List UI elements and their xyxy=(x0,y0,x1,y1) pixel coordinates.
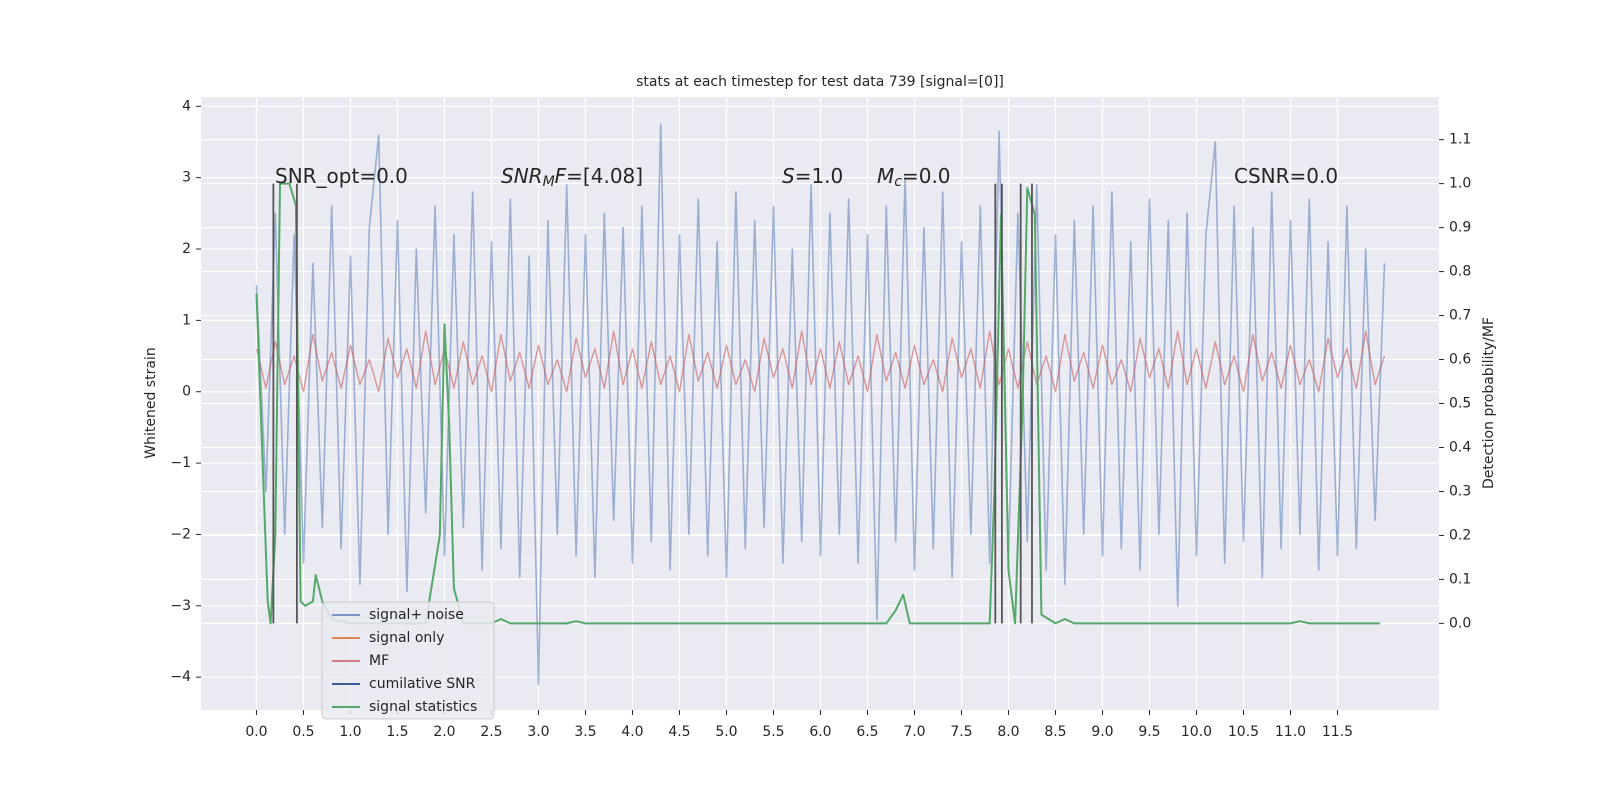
y2-tick-label: 0.5 xyxy=(1449,396,1471,412)
annotation-part: c xyxy=(894,174,902,190)
x-tick-label: 3.5 xyxy=(574,724,596,740)
series-line xyxy=(255,182,1380,625)
x-tick-label: 9.0 xyxy=(1091,724,1113,740)
annotation-part: SNR_opt=0.0 xyxy=(275,164,408,188)
annotation-part: M xyxy=(877,164,894,188)
annotation-part: =[4.08] xyxy=(566,164,643,188)
x-tick-label: 2.0 xyxy=(433,724,455,740)
y2-tick-label: 0.7 xyxy=(1449,308,1471,324)
y2-tick-label: 0.8 xyxy=(1449,264,1471,280)
x-tick-label: 1.5 xyxy=(386,724,408,740)
x-tick-label: 1.0 xyxy=(339,724,361,740)
chart-title: stats at each timestep for test data 739… xyxy=(636,74,1004,90)
x-tick-label: 11.0 xyxy=(1275,724,1306,740)
legend-label: MF xyxy=(369,653,389,669)
annotation-part: =0.0 xyxy=(902,164,951,188)
x-tick-label: 4.5 xyxy=(668,724,690,740)
y-tick-label: −3 xyxy=(170,598,191,614)
x-tick-label: 5.0 xyxy=(715,724,737,740)
y2-axis-label: Detection probability/MF xyxy=(1481,317,1497,489)
annotation: Mc=0.0 xyxy=(877,164,951,191)
y2-tick-label: 1.1 xyxy=(1449,132,1471,148)
y2-tick-label: 0.2 xyxy=(1449,527,1471,543)
y-tick-label: −4 xyxy=(170,669,191,685)
x-tick-label: 10.5 xyxy=(1228,724,1259,740)
series-line xyxy=(255,123,1386,686)
x-tick-label: 0.0 xyxy=(245,724,267,740)
legend-label: signal statistics xyxy=(369,699,477,715)
x-tick-label: 8.0 xyxy=(997,724,1019,740)
x-tick-label: 11.5 xyxy=(1322,724,1353,740)
legend-label: signal+ noise xyxy=(369,607,464,623)
x-tick-label: 4.0 xyxy=(621,724,643,740)
legend-label: signal only xyxy=(369,630,444,646)
x-tick-label: 0.5 xyxy=(292,724,314,740)
y2-tick-label: 0.4 xyxy=(1449,439,1471,455)
annotation-part: =1.0 xyxy=(795,164,844,188)
y-tick-label: 2 xyxy=(182,241,191,257)
y-tick-label: −2 xyxy=(170,526,191,542)
y2-tick-label: 0.3 xyxy=(1449,483,1471,499)
annotation: CSNR=0.0 xyxy=(1234,164,1338,188)
y2-tick-label: 1.0 xyxy=(1449,176,1471,192)
y2-tick-label: 0.0 xyxy=(1449,615,1471,631)
y2-tick-label: 0.1 xyxy=(1449,571,1471,587)
y-tick-label: 3 xyxy=(182,170,191,186)
x-tick-label: 6.5 xyxy=(856,724,878,740)
legend-box xyxy=(321,601,495,720)
x-tick-label: 9.5 xyxy=(1138,724,1160,740)
y-tick-label: 1 xyxy=(182,312,191,328)
x-tick-label: 5.5 xyxy=(762,724,784,740)
annotation-part: CSNR=0.0 xyxy=(1234,164,1338,188)
y2-tick-label: 0.6 xyxy=(1449,352,1471,368)
x-tick-label: 6.0 xyxy=(809,724,831,740)
y-tick-label: 0 xyxy=(182,384,191,400)
x-tick-label: 7.0 xyxy=(903,724,925,740)
x-tick-label: 3.0 xyxy=(527,724,549,740)
annotation: S=1.0 xyxy=(782,164,843,188)
legend-label: cumilative SNR xyxy=(369,676,476,692)
annotation-part: SNR xyxy=(501,164,543,188)
annotation-part: S xyxy=(782,164,795,188)
x-tick-label: 7.5 xyxy=(950,724,972,740)
y-tick-label: −1 xyxy=(170,455,191,471)
y-tick-label: 4 xyxy=(182,98,191,114)
x-tick-label: 10.0 xyxy=(1181,724,1212,740)
y-axis-label: Whitened strain xyxy=(143,347,159,458)
annotation: SNR_opt=0.0 xyxy=(275,164,408,188)
x-tick-label: 8.5 xyxy=(1044,724,1066,740)
y2-tick-label: 0.9 xyxy=(1449,220,1471,236)
annotation: SNRMF=[4.08] xyxy=(501,164,643,191)
annotation-part: F xyxy=(555,164,567,188)
annotation-part: M xyxy=(543,174,555,190)
x-tick-label: 2.5 xyxy=(480,724,502,740)
